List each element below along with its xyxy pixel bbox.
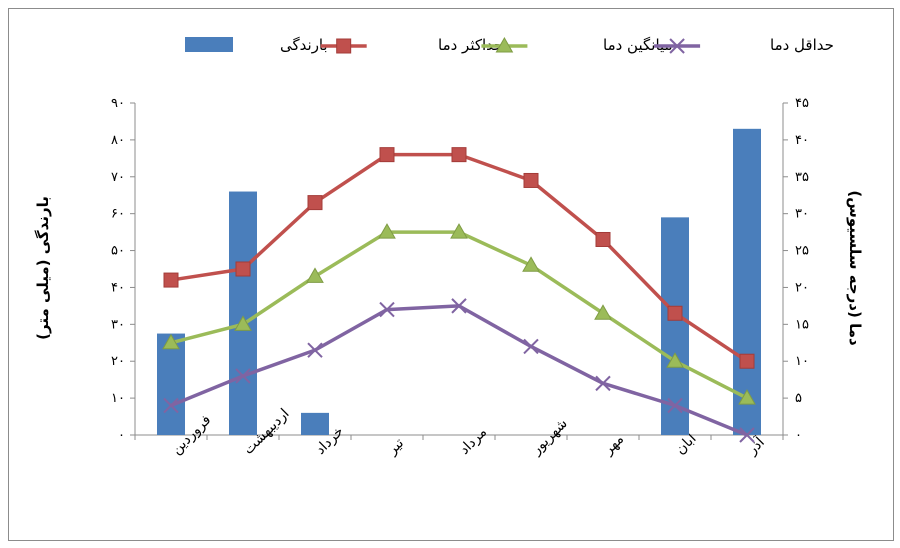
left-tick-label: ۴۰ [111,280,125,295]
marker-triangle [522,256,540,272]
marker-triangle [495,36,514,53]
marker-x [163,397,179,414]
marker-triangle [306,267,324,283]
marker-square [523,172,539,188]
marker-x [595,375,611,392]
left-tick-label: ۵۰ [111,244,125,259]
right-tick-label: ۱۰ [795,354,809,369]
bar-rainfall [733,128,761,436]
left-axis-title: بارندگی (میلی متر) [34,196,52,340]
marker-x [451,298,467,314]
marker-square [307,195,323,211]
bar-rainfall [301,412,329,435]
legend-label: حداقل دما [770,36,834,54]
marker-square [667,305,683,321]
marker-triangle [450,223,468,239]
legend: بارندگی حداکثر دما میانگین دما حداقل دما [185,36,834,54]
x-category-label: آذر [743,433,768,458]
left-tick-label: ۳۰ [111,317,125,332]
marker-x [379,301,395,318]
marker-x [235,368,251,384]
marker-x [307,342,323,358]
bar-rainfall [661,217,689,435]
right-tick-label: ۴۵ [795,96,809,111]
right-tick-label: ۴۰ [795,133,809,148]
x-category-label: تیر [384,435,407,458]
marker-square [163,272,179,288]
marker-square [336,38,352,54]
legend-swatch-bar [185,37,233,52]
marker-triangle [666,352,684,368]
right-axis-title: دما (درجه سلسیوس) [846,190,864,346]
plot-area: ۰۱۰۲۰۳۰۴۰۵۰۶۰۷۰۸۰۹۰۰۵۱۰۱۵۲۰۲۵۳۰۳۵۴۰۴۵فرو… [111,96,809,459]
bar-rainfall [229,191,257,435]
right-tick-label: ۲۵ [795,244,809,259]
marker-x [669,38,685,54]
marker-x [667,397,683,414]
right-tick-label: ۳۰ [795,207,809,222]
left-tick-label: ۲۰ [111,354,125,369]
marker-triangle [594,304,612,320]
marker-x [523,338,539,355]
left-tick-label: ۶۰ [111,207,125,222]
legend-label: میانگین دما [603,36,673,54]
marker-triangle [378,223,396,239]
legend-label: بارندگی [280,36,328,54]
left-tick-label: ۸۰ [111,133,125,148]
marker-triangle [162,333,180,350]
series-line [170,304,748,437]
left-tick-label: ۱۰ [111,391,125,406]
x-category-label: شهریور [528,416,571,459]
right-tick-label: ۱۵ [795,317,809,332]
right-tick-label: ۲۰ [795,280,809,295]
marker-square [451,147,467,163]
marker-square [595,231,611,247]
marker-square [235,261,251,277]
x-category-label: مرداد [457,424,491,458]
bar-rainfall [157,333,185,435]
marker-x [739,427,755,443]
right-tick-label: ۵ [795,391,802,406]
marker-triangle [738,389,756,405]
series-line [170,152,748,363]
marker-square [739,353,755,369]
marker-square [379,147,395,163]
marker-triangle [234,315,252,331]
right-tick-label: ۳۵ [795,170,809,185]
left-tick-label: ۹۰ [111,96,125,111]
right-tick-label: ۰ [795,428,802,443]
left-tick-label: ۷۰ [111,170,125,185]
legend-label: حداکثر دما [438,36,503,54]
left-tick-label: ۰ [118,428,125,443]
